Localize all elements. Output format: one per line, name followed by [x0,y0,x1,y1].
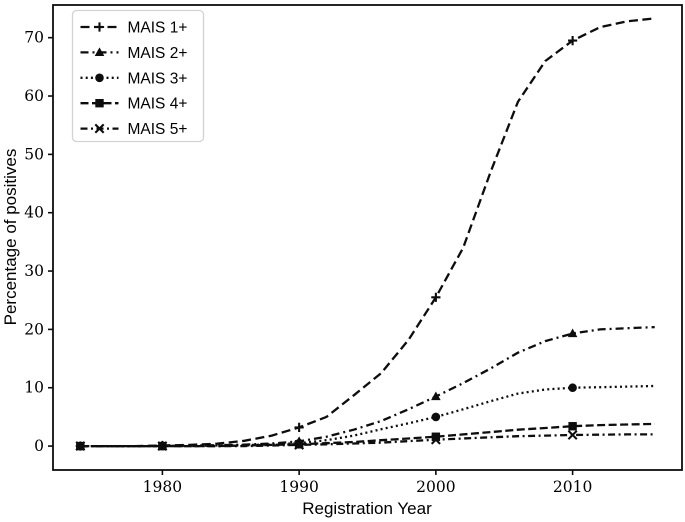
legend-item: MAIS 3+ [80,70,188,87]
square-marker-icon [568,422,577,431]
plus-marker-icon [568,35,578,46]
x-marker-icon [567,430,578,440]
x-marker-icon [157,441,168,452]
triangle-marker-icon [567,328,578,338]
triangle-marker-icon [431,391,441,401]
circle-marker-icon [95,73,104,83]
x-tick-label: 2000 [416,478,455,496]
y-tick-label: 30 [24,262,44,280]
y-tick-label: 50 [24,145,44,163]
square-marker-icon [95,99,104,108]
legend-label: MAIS 3+ [128,70,188,87]
x-tick-label: 1980 [143,478,182,496]
x-marker-icon [75,441,86,452]
series-mais-2plus [75,325,655,450]
x-marker-icon [94,123,105,134]
circle-marker-icon [568,383,577,393]
x-tick-label: 2010 [553,478,592,496]
y-tick-label: 0 [34,437,44,455]
y-axis-label: Percentage of positives [1,149,20,326]
legend-item: MAIS 4+ [80,96,188,113]
y-tick-label: 60 [24,87,44,105]
legend-label: MAIS 2+ [128,45,188,62]
circle-marker-icon [431,412,441,422]
legend-label: MAIS 1+ [128,20,188,37]
legend-label: MAIS 5+ [128,121,188,138]
x-axis-label: Registration Year [302,499,432,518]
x-marker-icon [294,439,305,450]
y-tick-label: 20 [24,320,44,338]
legend-item: MAIS 1+ [80,20,188,37]
y-tick-label: 70 [24,29,44,47]
plot-frame [52,4,683,471]
series-mais-3plus [76,383,655,451]
series-line [80,384,655,448]
plus-marker-icon [94,22,105,32]
legend-box [71,9,205,143]
square-marker-icon [431,432,441,441]
triangle-marker-icon [94,47,105,56]
x-marker-icon [430,434,441,445]
legend-item: MAIS 2+ [80,45,188,62]
legend-item: MAIS 5+ [80,121,188,138]
plus-marker-icon [294,422,304,433]
series-mais-5plus [75,430,655,452]
legend-label: MAIS 4+ [128,96,188,113]
plus-marker-icon [431,292,441,302]
series-line [80,422,655,448]
legend: MAIS 1+ MAIS 2+ MAIS 3+ MAIS 4+ MAIS 5+ [71,9,205,143]
x-tick-label: 1990 [279,478,318,496]
y-tick-label: 40 [24,204,44,222]
y-tick-label: 10 [24,379,44,397]
